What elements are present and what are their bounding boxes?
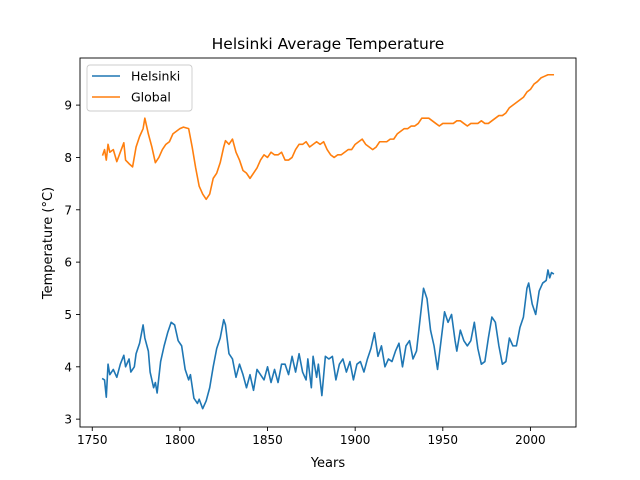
legend: Helsinki Global: [86, 64, 193, 112]
x-tick-label: 2000: [515, 433, 546, 447]
series-line-helsinki: [101, 269, 555, 410]
y-axis: 3 4 5 6 7 8 9: [64, 99, 80, 427]
y-axis-label: Temperature (°C): [41, 187, 56, 300]
series-layer: [101, 73, 555, 410]
x-tick-label: 1850: [252, 433, 283, 447]
legend-label-helsinki: Helsinki: [131, 69, 180, 84]
series-line-global: [101, 73, 555, 201]
legend-label-global: Global: [131, 90, 171, 105]
y-tick-label: 4: [64, 360, 72, 374]
x-tick-label: 1900: [340, 433, 371, 447]
y-tick-label: 6: [64, 256, 72, 270]
x-tick-label: 1800: [165, 433, 196, 447]
y-tick-label: 8: [64, 151, 72, 165]
y-tick-label: 3: [64, 413, 72, 427]
x-axis-label: Years: [310, 456, 346, 471]
x-axis: 1750 1800 1850 1900 1950 2000: [77, 427, 546, 447]
y-tick-label: 5: [64, 308, 72, 322]
y-tick-label: 9: [64, 99, 72, 113]
plot-frame: [79, 57, 577, 428]
chart-title: Helsinki Average Temperature: [212, 35, 445, 53]
y-tick-label: 7: [64, 203, 72, 217]
x-tick-label: 1750: [77, 433, 108, 447]
x-tick-label: 1950: [428, 433, 459, 447]
